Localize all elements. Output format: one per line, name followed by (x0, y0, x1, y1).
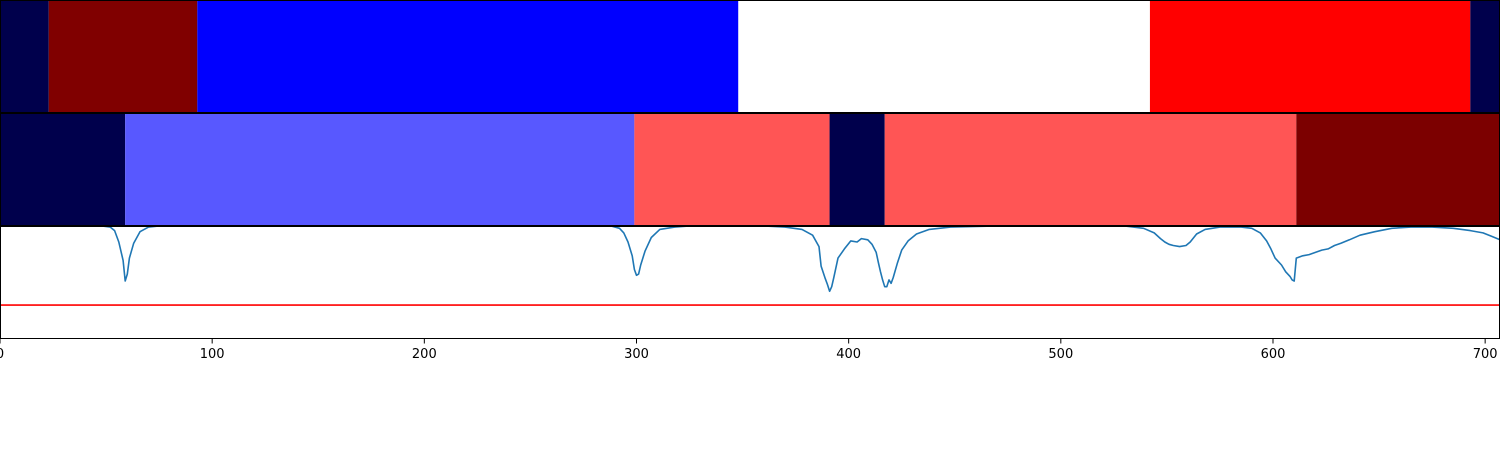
x-tick-label-500: 500 (1048, 347, 1073, 362)
x-tick-label-200: 200 (412, 347, 437, 362)
annotation-strip-top (0, 1, 1500, 112)
line-panel-background (0, 227, 1500, 338)
strip-middle-segment-5 (1296, 114, 1500, 225)
strip-middle-segment-3 (829, 114, 885, 225)
x-tick-label-400: 400 (836, 347, 861, 362)
annotation-strip-middle (0, 114, 1500, 225)
line-plot-panel (0, 225, 1500, 338)
strip-top-segment-1 (48, 1, 198, 112)
x-tick-label-600: 600 (1261, 347, 1286, 362)
strip-top-segment-4 (1149, 1, 1471, 112)
x-tick-label-300: 300 (624, 347, 649, 362)
x-tick-label-100: 100 (200, 347, 225, 362)
series-line-0 (0, 225, 1500, 293)
strip-middle-segment-1 (125, 114, 635, 225)
strip-top-segment-5 (1470, 1, 1500, 112)
strip-top-segment-2 (197, 1, 739, 112)
strip-middle-segment-4 (884, 114, 1297, 225)
strip-top-segment-3 (738, 1, 1150, 112)
x-axis: 0 100 200 300 400 500 600 700 (0, 339, 1498, 362)
x-tick-label-0: 0 (0, 347, 4, 362)
x-tick-label-700: 700 (1473, 347, 1498, 362)
strip-middle-segment-0 (0, 114, 126, 225)
strip-middle-segment-2 (634, 114, 830, 225)
strip-top-segment-0 (0, 1, 49, 112)
